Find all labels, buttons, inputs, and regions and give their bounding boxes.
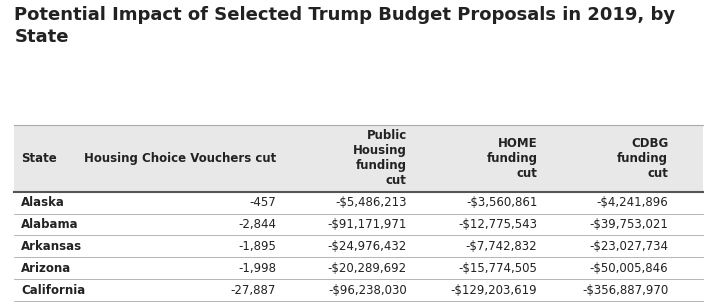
Text: -$23,027,734: -$23,027,734 <box>589 240 668 253</box>
Text: -$129,203,619: -$129,203,619 <box>451 284 538 296</box>
Bar <box>14 235 703 257</box>
Text: California: California <box>22 284 85 296</box>
Text: -$39,753,021: -$39,753,021 <box>589 218 668 231</box>
Text: Potential Impact of Selected Trump Budget Proposals in 2019, by
State: Potential Impact of Selected Trump Budge… <box>14 6 675 46</box>
Text: -$7,742,832: -$7,742,832 <box>466 240 538 253</box>
Text: Arizona: Arizona <box>22 262 72 275</box>
Text: -1,895: -1,895 <box>238 240 276 253</box>
Text: -$3,560,861: -$3,560,861 <box>466 196 538 209</box>
Text: -2,844: -2,844 <box>238 218 276 231</box>
Text: Alabama: Alabama <box>22 218 79 231</box>
Text: Alaska: Alaska <box>22 196 65 209</box>
Bar <box>14 279 703 301</box>
Bar <box>14 257 703 279</box>
Text: -457: -457 <box>249 196 276 209</box>
Text: Public
Housing
funding
cut: Public Housing funding cut <box>353 129 407 187</box>
Text: -$50,005,846: -$50,005,846 <box>589 262 668 275</box>
Text: -$96,238,030: -$96,238,030 <box>328 284 407 296</box>
Bar <box>14 125 703 192</box>
Text: HOME
funding
cut: HOME funding cut <box>486 136 538 180</box>
Text: -$356,887,970: -$356,887,970 <box>582 284 668 296</box>
Text: State: State <box>22 152 57 165</box>
Text: -$20,289,692: -$20,289,692 <box>328 262 407 275</box>
Text: -$91,171,971: -$91,171,971 <box>327 218 407 231</box>
Text: -1,998: -1,998 <box>238 262 276 275</box>
Text: -$4,241,896: -$4,241,896 <box>597 196 668 209</box>
Text: CDBG
funding
cut: CDBG funding cut <box>617 136 668 180</box>
Text: Arkansas: Arkansas <box>22 240 82 253</box>
Text: -$5,486,213: -$5,486,213 <box>335 196 407 209</box>
Text: Housing Choice Vouchers cut: Housing Choice Vouchers cut <box>84 152 276 165</box>
Bar <box>14 213 703 235</box>
Text: -$12,775,543: -$12,775,543 <box>458 218 538 231</box>
Text: -27,887: -27,887 <box>231 284 276 296</box>
Text: -$15,774,505: -$15,774,505 <box>459 262 538 275</box>
Bar <box>14 192 703 213</box>
Text: -$24,976,432: -$24,976,432 <box>328 240 407 253</box>
